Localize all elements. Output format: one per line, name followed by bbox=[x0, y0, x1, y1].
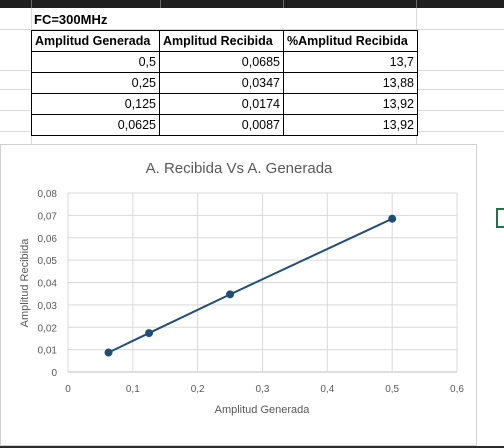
data-point bbox=[104, 348, 113, 357]
x-tick-label: 0,1 bbox=[126, 384, 140, 395]
table-cell[interactable]: 13,92 bbox=[283, 93, 418, 115]
series-layer bbox=[104, 214, 397, 357]
data-point bbox=[226, 290, 235, 299]
chart-svg: A. Recibida Vs A. Generada Amplitud Gene… bbox=[19, 160, 465, 416]
y-tick-label: 0,06 bbox=[38, 234, 58, 245]
column-header-strip[interactable] bbox=[0, 0, 504, 8]
row-gridline bbox=[0, 29, 504, 30]
x-tick-label: 0,6 bbox=[450, 384, 464, 395]
chart-title[interactable]: A. Recibida Vs A. Generada bbox=[146, 160, 333, 177]
column-divider bbox=[31, 0, 32, 8]
y-tick-label: 0,03 bbox=[38, 301, 58, 312]
chart-object[interactable]: A. Recibida Vs A. Generada Amplitud Gene… bbox=[0, 144, 477, 446]
y-tick-label: 0,08 bbox=[38, 189, 58, 200]
table-row: 0,0625 0,0087 13,92 bbox=[31, 114, 418, 136]
table-cell[interactable]: 13,7 bbox=[283, 51, 418, 73]
table-cell[interactable]: 0,5 bbox=[31, 51, 160, 73]
y-tick-label: 0,01 bbox=[38, 346, 58, 357]
column-divider bbox=[283, 0, 284, 8]
x-tick-label: 0,3 bbox=[256, 384, 270, 395]
table-cell[interactable]: 13,88 bbox=[283, 72, 418, 94]
x-tick-label: 0,5 bbox=[385, 384, 399, 395]
column-divider bbox=[160, 0, 161, 8]
table-header-row: Amplitud Generada Amplitud Recibida %Amp… bbox=[31, 30, 418, 52]
x-tick-label: 0,4 bbox=[320, 384, 334, 395]
data-point bbox=[145, 329, 154, 338]
header-cell-amplitud-recibida[interactable]: Amplitud Recibida bbox=[159, 30, 284, 52]
y-tick-label: 0,05 bbox=[38, 256, 58, 267]
table-cell[interactable]: 0,125 bbox=[31, 93, 160, 115]
header-cell-porcentaje[interactable]: %Amplitud Recibida bbox=[283, 30, 418, 52]
table-row: 0,25 0,0347 13,88 bbox=[31, 72, 418, 94]
axis-ticks: 0 0,01 0,02 0,03 0,04 0,05 0,06 0,07 0,08 0 0,1 0,2… bbox=[38, 189, 465, 395]
table-cell[interactable]: 0,0625 bbox=[31, 114, 160, 136]
x-axis-title[interactable]: Amplitud Generada bbox=[215, 404, 311, 416]
y-tick-label: 0,02 bbox=[38, 323, 58, 334]
table-cell[interactable]: 0,0685 bbox=[159, 51, 284, 73]
y-axis-title[interactable]: Amplitud Recibida bbox=[19, 238, 31, 328]
table-cell[interactable]: 0,0347 bbox=[159, 72, 284, 94]
title-cell[interactable]: FC=300MHz bbox=[34, 12, 108, 27]
window-bottom-edge bbox=[0, 446, 504, 448]
chart-gridlines bbox=[67, 192, 458, 373]
table-cell[interactable]: 0,0087 bbox=[159, 114, 284, 136]
x-tick-label: 0,2 bbox=[191, 384, 205, 395]
table-cell[interactable]: 0,0174 bbox=[159, 93, 284, 115]
x-tick-label: 0 bbox=[65, 384, 71, 395]
series-line bbox=[108, 217, 393, 354]
table-row: 0,5 0,0685 13,7 bbox=[31, 51, 418, 73]
table-row: 0,125 0,0174 13,92 bbox=[31, 93, 418, 115]
data-point bbox=[388, 214, 397, 223]
y-tick-label: 0,07 bbox=[38, 211, 58, 222]
data-table: Amplitud Generada Amplitud Recibida %Amp… bbox=[31, 30, 418, 136]
y-tick-label: 0,04 bbox=[38, 279, 58, 290]
header-cell-amplitud-generada[interactable]: Amplitud Generada bbox=[31, 30, 160, 52]
cell-selection-handle[interactable] bbox=[496, 208, 504, 228]
table-cell[interactable]: 13,92 bbox=[283, 114, 418, 136]
y-tick-label: 0 bbox=[51, 368, 57, 379]
table-cell[interactable]: 0,25 bbox=[31, 72, 160, 94]
column-divider bbox=[416, 0, 417, 8]
